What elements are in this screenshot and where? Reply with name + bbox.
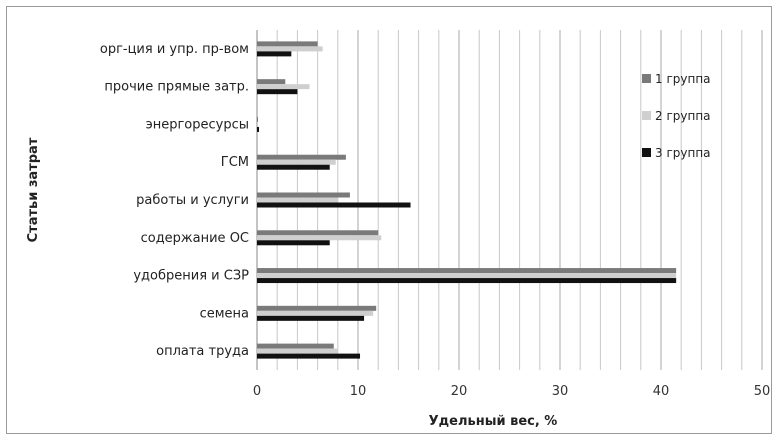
bar-3-1	[257, 51, 292, 57]
bar-3-9	[257, 353, 361, 359]
legend-label: 1 группа	[655, 72, 711, 86]
bar-3-5	[257, 202, 411, 208]
x-axis-title: Удельный вес, %	[429, 414, 558, 429]
bar-1-9	[257, 343, 334, 349]
bar-1-5	[257, 192, 350, 198]
bar-1-4	[257, 154, 346, 160]
bar-3-7	[257, 278, 677, 284]
bar-2-1	[257, 46, 323, 52]
bar-2-4	[257, 159, 336, 165]
x-tick-label: 30	[552, 384, 569, 399]
legend-swatch	[642, 74, 651, 83]
category-label: ГСМ	[221, 155, 249, 170]
category-label: работы и услуги	[136, 193, 249, 208]
bar-2-8	[257, 310, 374, 316]
bar-1-2	[257, 79, 286, 85]
legend-label: 2 группа	[655, 109, 711, 123]
category-label: энергоресурсы	[146, 117, 249, 132]
bar-2-2	[257, 84, 310, 90]
y-axis-title: Статьи затрат	[26, 137, 41, 242]
x-tick-label: 0	[253, 384, 261, 399]
bar-2-7	[257, 273, 677, 279]
bar-3-6	[257, 240, 330, 246]
category-labels: орг-ция и упр. пр-вом прочие прямые затр.…	[100, 42, 249, 359]
category-label: прочие прямые затр.	[104, 80, 249, 95]
legend-swatch	[642, 148, 651, 157]
bar-3-4	[257, 164, 330, 170]
category-label: удобрения и СЗР	[133, 269, 249, 284]
bar-3-2	[257, 89, 298, 95]
bar-2-9	[257, 348, 338, 354]
bar-2-5	[257, 197, 338, 203]
bar-1-7	[257, 268, 677, 274]
bar-1-1	[257, 41, 318, 47]
x-tick-label: 10	[350, 384, 367, 399]
x-tick-labels: 0 10 20 30 40 50	[253, 384, 770, 399]
bars	[257, 41, 677, 359]
bar-2-3	[257, 121, 259, 127]
category-label: оплата труда	[156, 344, 249, 359]
x-tick-label: 50	[754, 384, 771, 399]
bar-1-3	[257, 116, 259, 122]
bar-3-8	[257, 315, 365, 321]
legend-swatch	[642, 111, 651, 120]
bar-2-6	[257, 235, 382, 241]
category-label: содержание ОС	[141, 231, 249, 246]
x-tick-label: 20	[451, 384, 468, 399]
category-label: семена	[200, 306, 249, 321]
x-tick-label: 40	[653, 384, 670, 399]
bar-1-6	[257, 230, 379, 236]
category-label: орг-ция и упр. пр-вом	[100, 42, 249, 57]
bar-3-3	[257, 126, 260, 132]
legend-label: 3 группа	[655, 146, 711, 160]
legend: 1 группа 2 группа 3 группа	[642, 72, 711, 160]
bar-1-8	[257, 305, 377, 311]
